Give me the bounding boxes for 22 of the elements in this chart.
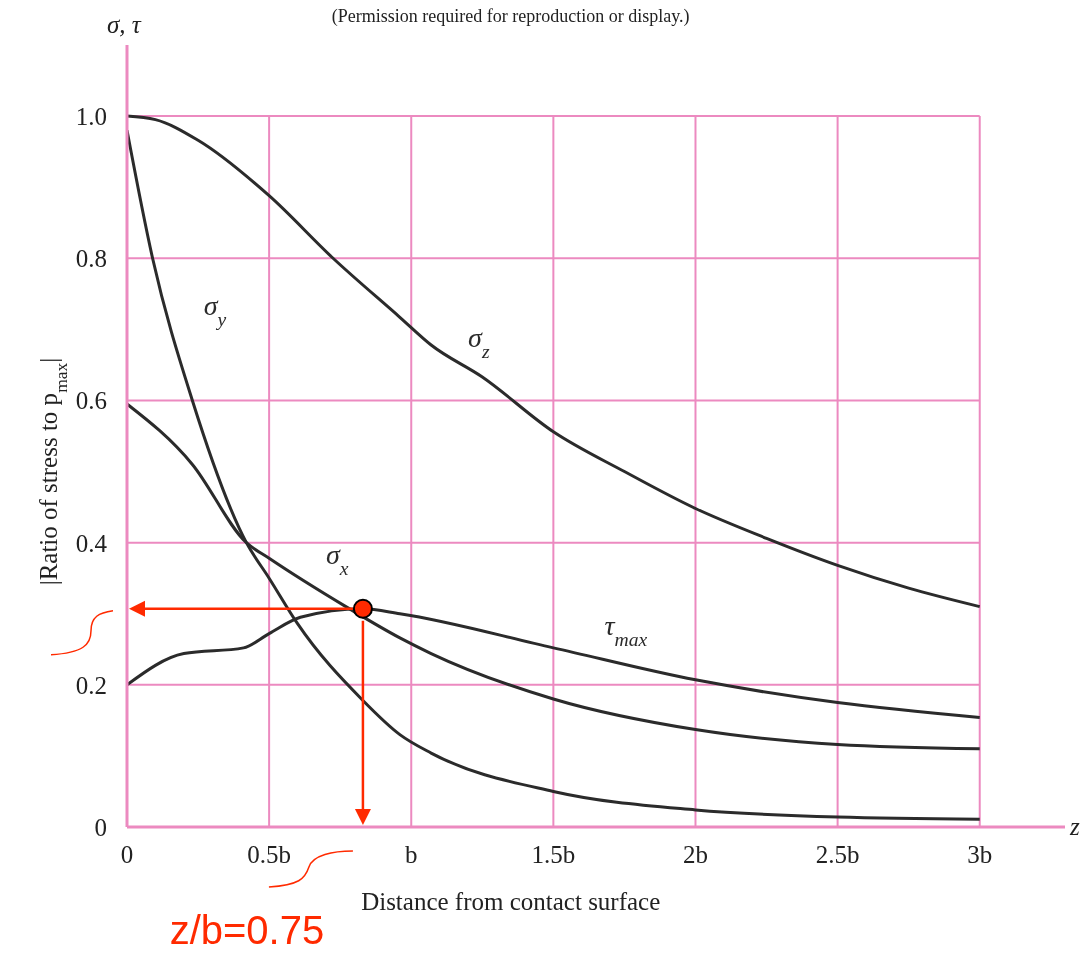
x-tick-label: 3b bbox=[967, 840, 993, 868]
x-tick-label: b bbox=[404, 840, 418, 868]
y-tick-label: 0.4 bbox=[75, 529, 108, 557]
y-tick-label: 0.2 bbox=[75, 671, 107, 699]
series-label: σ$_{y}$ bbox=[203, 290, 227, 330]
y-tick-label: 0 bbox=[94, 813, 107, 841]
y-tick-label: 1.0 bbox=[75, 102, 107, 130]
x-tick-label: 1.5b bbox=[531, 840, 576, 868]
y-tick-label: 0.8 bbox=[75, 245, 107, 273]
x-tick-label: 0.5b bbox=[247, 840, 291, 868]
series-label: τ$_{max}$ bbox=[604, 610, 648, 650]
series-label: σ$_{x}$ bbox=[325, 538, 349, 579]
text: z bbox=[1069, 813, 1080, 840]
x-tick-label: 2.5b bbox=[815, 840, 860, 868]
text: z/b=0.75 bbox=[169, 908, 325, 952]
series-label: σ$_{z}$ bbox=[468, 322, 490, 362]
text: σ, τ bbox=[107, 11, 142, 38]
y-tick-label: 0.6 bbox=[75, 387, 107, 415]
x-axis-title: Distance from contact surface bbox=[361, 888, 661, 915]
text: (Permission required for reproduction or display.) bbox=[331, 6, 690, 27]
x-tick-label: 0 bbox=[120, 840, 134, 868]
x-tick-label: 2b bbox=[682, 840, 708, 868]
